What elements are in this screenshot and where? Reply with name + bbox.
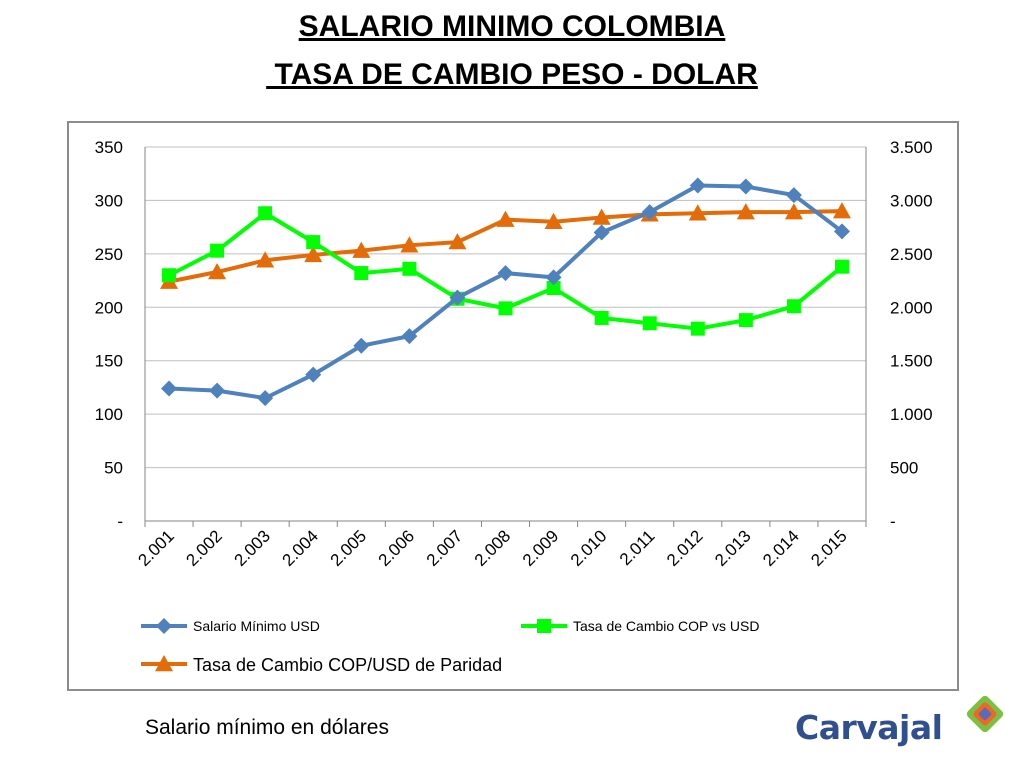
data-point-triangle: [832, 202, 851, 219]
data-point-triangle: [400, 236, 419, 253]
data-point-triangle: [544, 212, 563, 229]
caption: Salario mínimo en dólares: [145, 716, 389, 739]
x-tick-label: 2.009: [519, 526, 563, 570]
y-right-tick-label: 1.500: [890, 352, 933, 371]
line-chart: - 50 100 150 200 250 300 350 - 500 1.000 1.500 2.000…: [95, 138, 933, 675]
y-right-tick-label: 1.000: [890, 405, 933, 424]
y-left-tick-label: 100: [95, 405, 123, 424]
data-point-triangle: [592, 208, 611, 225]
data-point-square: [210, 243, 225, 258]
data-point-triangle: [304, 245, 323, 263]
data-point-square: [537, 619, 551, 633]
legend-label: Salario Mínimo USD: [193, 618, 320, 634]
data-point-diamond: [689, 177, 706, 194]
data-point-diamond: [545, 269, 562, 286]
legend-label: Tasa de Cambio COP/USD de Paridad: [193, 655, 502, 675]
y-right-tick-label: -: [890, 512, 896, 531]
x-tick-label: 2.003: [230, 526, 274, 570]
x-tick-label: 2.008: [471, 526, 515, 570]
y-left-tick-label: 300: [95, 191, 123, 210]
data-point-square: [642, 316, 657, 331]
y-right-tick-label: 500: [890, 459, 918, 478]
data-point-diamond: [209, 382, 226, 399]
y-left-tick-label: 150: [95, 352, 123, 371]
data-point-triangle: [256, 251, 275, 268]
x-tick-label: 2.004: [279, 526, 323, 570]
data-point-square: [690, 321, 705, 336]
y-left-tick-label: 250: [95, 245, 123, 264]
y-left-tick-label: -: [117, 512, 123, 531]
data-point-triangle: [352, 241, 371, 258]
y-left-tick-label: 50: [104, 459, 123, 478]
data-point-diamond: [156, 618, 172, 634]
x-tick-label: 2.002: [182, 526, 226, 570]
legend-label: Tasa de Cambio COP vs USD: [573, 618, 759, 634]
data-point-square: [594, 310, 609, 325]
data-point-triangle: [496, 210, 515, 227]
data-point-triangle: [784, 203, 803, 220]
x-tick-label: 2.013: [711, 526, 755, 570]
x-tick-label: 2.005: [327, 526, 371, 570]
logo-text: Carvajal: [795, 708, 943, 747]
data-point-diamond: [593, 224, 610, 241]
data-point-diamond: [353, 337, 370, 354]
page-subtitle: TASA DE CAMBIO PESO - DOLAR: [266, 58, 758, 91]
data-point-triangle: [155, 655, 173, 672]
data-point-diamond: [833, 223, 850, 240]
data-point-diamond: [257, 390, 274, 407]
data-point-square: [546, 281, 561, 296]
x-tick-label: 2.012: [663, 526, 707, 570]
data-point-triangle: [448, 233, 467, 250]
data-point-diamond: [305, 366, 322, 383]
data-point-diamond: [641, 204, 658, 221]
y-right-tick-label: 3.000: [890, 191, 933, 210]
x-tick-label: 2.007: [423, 526, 467, 570]
data-point-diamond: [737, 178, 754, 195]
data-point-diamond: [161, 380, 178, 397]
data-point-square: [738, 313, 753, 328]
x-tick-label: 2.006: [375, 526, 419, 570]
y-right-tick-label: 3.500: [890, 138, 933, 157]
y-left-tick-label: 350: [95, 138, 123, 157]
logo-mark-icon: [966, 696, 1004, 732]
data-point-square: [162, 268, 177, 283]
data-point-square: [354, 266, 369, 281]
chart-frame: - 50 100 150 200 250 300 350 - 500 1.000 1.500 2.000…: [67, 121, 959, 691]
data-point-diamond: [401, 328, 418, 345]
data-point-square: [306, 235, 321, 250]
x-tick-label: 2.014: [759, 526, 803, 570]
data-point-diamond: [449, 289, 466, 306]
data-point-diamond: [497, 265, 514, 282]
y-left-tick-label: 200: [95, 298, 123, 317]
y-right-tick-label: 2.500: [890, 245, 933, 264]
data-point-triangle: [688, 204, 707, 221]
x-tick-label: 2.011: [616, 526, 659, 569]
data-point-diamond: [785, 187, 802, 204]
carvajal-logo: Carvajal: [795, 696, 1010, 756]
y-right-tick-label: 2.000: [890, 298, 933, 317]
data-point-square: [258, 206, 273, 221]
x-tick-label: 2.010: [567, 526, 611, 570]
data-point-triangle: [736, 203, 755, 220]
data-point-triangle: [208, 263, 227, 280]
page-title: SALARIO MINIMO COLOMBIA: [298, 10, 726, 43]
data-point-square: [834, 259, 849, 274]
data-point-square: [498, 301, 513, 316]
data-point-square: [786, 299, 801, 314]
x-tick-label: 2.015: [807, 526, 851, 570]
x-tick-label: 2.001: [134, 526, 178, 570]
data-point-square: [402, 261, 417, 276]
